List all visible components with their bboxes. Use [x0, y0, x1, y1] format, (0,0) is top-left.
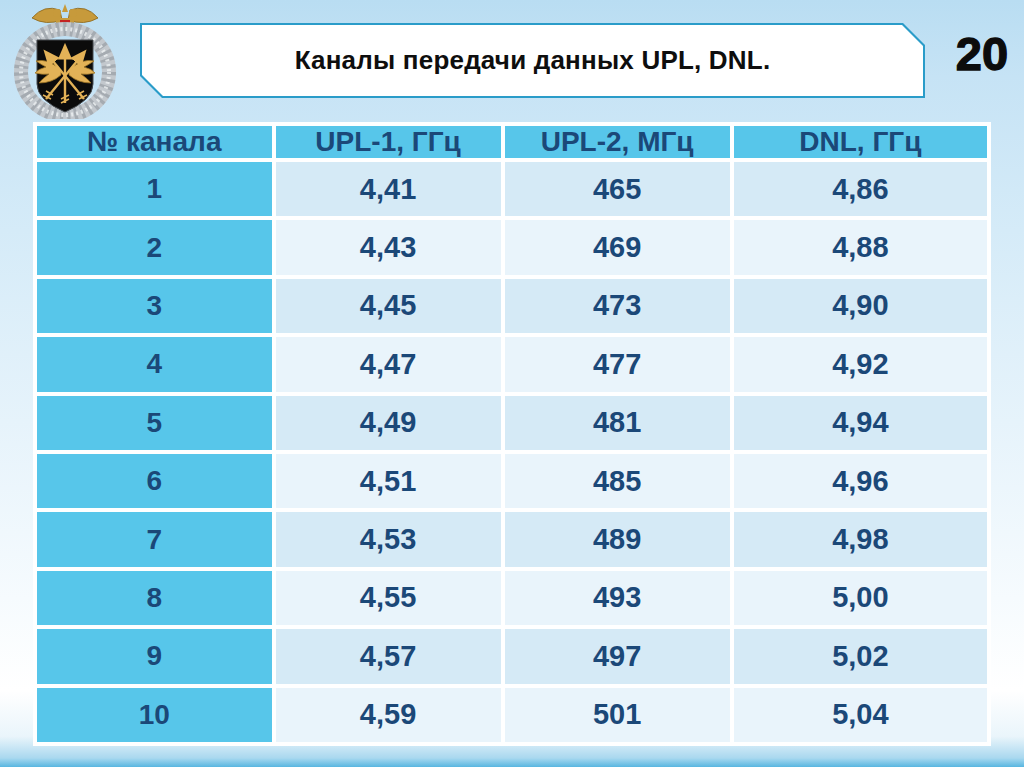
presentation-slide: Каналы передачи данных UPL, DNL. 20 № ка… [0, 0, 1024, 767]
table-row: 5 4,49 481 4,94 [37, 396, 987, 450]
title-plaque: Каналы передачи данных UPL, DNL. [140, 23, 925, 98]
channel-number: 7 [37, 512, 272, 566]
channel-number: 2 [37, 220, 272, 274]
upl1-value: 4,47 [276, 337, 501, 391]
upl2-value: 481 [505, 396, 730, 450]
upl2-value: 489 [505, 512, 730, 566]
table-row: 4 4,47 477 4,92 [37, 337, 987, 391]
table-row: 2 4,43 469 4,88 [37, 220, 987, 274]
table-row: 3 4,45 473 4,90 [37, 279, 987, 333]
title-plaque-fill: Каналы передачи данных UPL, DNL. [142, 25, 923, 96]
signal-troops-coat-of-arms-icon [12, 0, 118, 119]
column-header-upl2: UPL-2, МГц [505, 126, 730, 158]
channel-number: 6 [37, 454, 272, 508]
upl2-value: 469 [505, 220, 730, 274]
column-header-channel: № канала [37, 126, 272, 158]
upl1-value: 4,59 [276, 688, 501, 742]
dnl-value: 5,02 [734, 629, 987, 683]
channels-table: № канала UPL-1, ГГц UPL-2, МГц DNL, ГГц … [33, 122, 991, 746]
table-row: 6 4,51 485 4,96 [37, 454, 987, 508]
dnl-value: 4,92 [734, 337, 987, 391]
column-header-upl1: UPL-1, ГГц [276, 126, 501, 158]
table-row: 7 4,53 489 4,98 [37, 512, 987, 566]
table-row: 1 4,41 465 4,86 [37, 162, 987, 216]
upl2-value: 465 [505, 162, 730, 216]
upl1-value: 4,57 [276, 629, 501, 683]
upl2-value: 473 [505, 279, 730, 333]
dnl-value: 5,00 [734, 571, 987, 625]
upl1-value: 4,55 [276, 571, 501, 625]
table-row: 10 4,59 501 5,04 [37, 688, 987, 742]
upl2-value: 497 [505, 629, 730, 683]
upl2-value: 501 [505, 688, 730, 742]
upl1-value: 4,53 [276, 512, 501, 566]
dnl-value: 4,96 [734, 454, 987, 508]
column-header-dnl: DNL, ГГц [734, 126, 987, 158]
upl2-value: 493 [505, 571, 730, 625]
channel-number: 1 [37, 162, 272, 216]
upl1-value: 4,49 [276, 396, 501, 450]
table-row: 8 4,55 493 5,00 [37, 571, 987, 625]
channel-number: 9 [37, 629, 272, 683]
page-number: 20 [948, 26, 1016, 81]
table-row: 9 4,57 497 5,02 [37, 629, 987, 683]
upl2-value: 477 [505, 337, 730, 391]
upl1-value: 4,43 [276, 220, 501, 274]
slide-title: Каналы передачи данных UPL, DNL. [295, 45, 771, 76]
dnl-value: 4,90 [734, 279, 987, 333]
upl2-value: 485 [505, 454, 730, 508]
channel-number: 4 [37, 337, 272, 391]
channel-number: 10 [37, 688, 272, 742]
upl1-value: 4,51 [276, 454, 501, 508]
upl1-value: 4,41 [276, 162, 501, 216]
channel-number: 5 [37, 396, 272, 450]
dnl-value: 4,88 [734, 220, 987, 274]
dnl-value: 4,86 [734, 162, 987, 216]
channel-number: 8 [37, 571, 272, 625]
dnl-value: 4,94 [734, 396, 987, 450]
table-header-row: № канала UPL-1, ГГц UPL-2, МГц DNL, ГГц [37, 126, 987, 158]
bottom-accent-strip [0, 758, 1024, 767]
upl1-value: 4,45 [276, 279, 501, 333]
dnl-value: 4,98 [734, 512, 987, 566]
dnl-value: 5,04 [734, 688, 987, 742]
channel-number: 3 [37, 279, 272, 333]
